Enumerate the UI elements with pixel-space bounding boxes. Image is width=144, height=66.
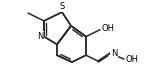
- Text: N: N: [37, 32, 43, 41]
- Text: OH: OH: [126, 55, 139, 64]
- Text: S: S: [59, 2, 65, 11]
- Text: OH: OH: [102, 24, 115, 33]
- Text: N: N: [111, 49, 117, 58]
